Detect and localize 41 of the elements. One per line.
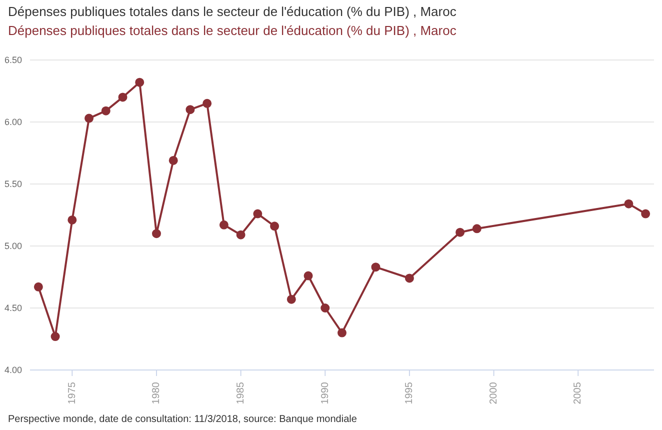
point	[118, 92, 128, 102]
point	[219, 220, 228, 230]
y-tick-label: 6.50	[4, 55, 22, 66]
point	[404, 274, 414, 283]
point	[34, 282, 43, 292]
point	[202, 98, 212, 108]
x-tick-label: 1990	[320, 382, 331, 404]
y-tick-label: 6.00	[4, 117, 22, 128]
x-tick-label: 1975	[66, 382, 78, 404]
point	[50, 332, 60, 342]
y-tick-label: 4.00	[4, 365, 22, 376]
x-tick-label: 2005	[572, 382, 584, 404]
point	[152, 229, 161, 238]
point	[472, 224, 482, 234]
y-tick-label: 4.50	[4, 303, 22, 314]
point	[186, 105, 195, 114]
point	[338, 328, 346, 338]
point	[135, 78, 144, 87]
x-tick-label: 1985	[235, 382, 246, 404]
point	[456, 228, 465, 237]
point	[641, 209, 650, 218]
point	[101, 106, 110, 116]
point	[286, 294, 296, 304]
point	[68, 215, 77, 224]
x-tick-label: 1995	[404, 382, 416, 404]
text: Perspective monde, date de consultation: 11/3/2018, source: Banque mondiale	[8, 414, 357, 425]
point	[168, 156, 178, 165]
point	[624, 199, 634, 208]
x-tick-label: 2000	[488, 382, 500, 404]
y-tick-label: 5.50	[4, 179, 22, 190]
point	[253, 209, 262, 218]
point	[371, 262, 380, 272]
point	[84, 114, 94, 123]
point	[270, 222, 280, 231]
y-tick-label: 5.00	[4, 241, 22, 252]
chart-title: Dépenses publiques totales dans le secteur de l'éducation (% du PIB) , Maroc	[8, 4, 456, 19]
point	[236, 230, 246, 240]
point	[304, 271, 313, 280]
point	[320, 304, 330, 312]
chart-subtitle: Dépenses publiques totales dans le secteur de l'éducation (% du PIB) , Maroc	[8, 23, 456, 38]
x-tick-label: 1980	[151, 382, 162, 404]
